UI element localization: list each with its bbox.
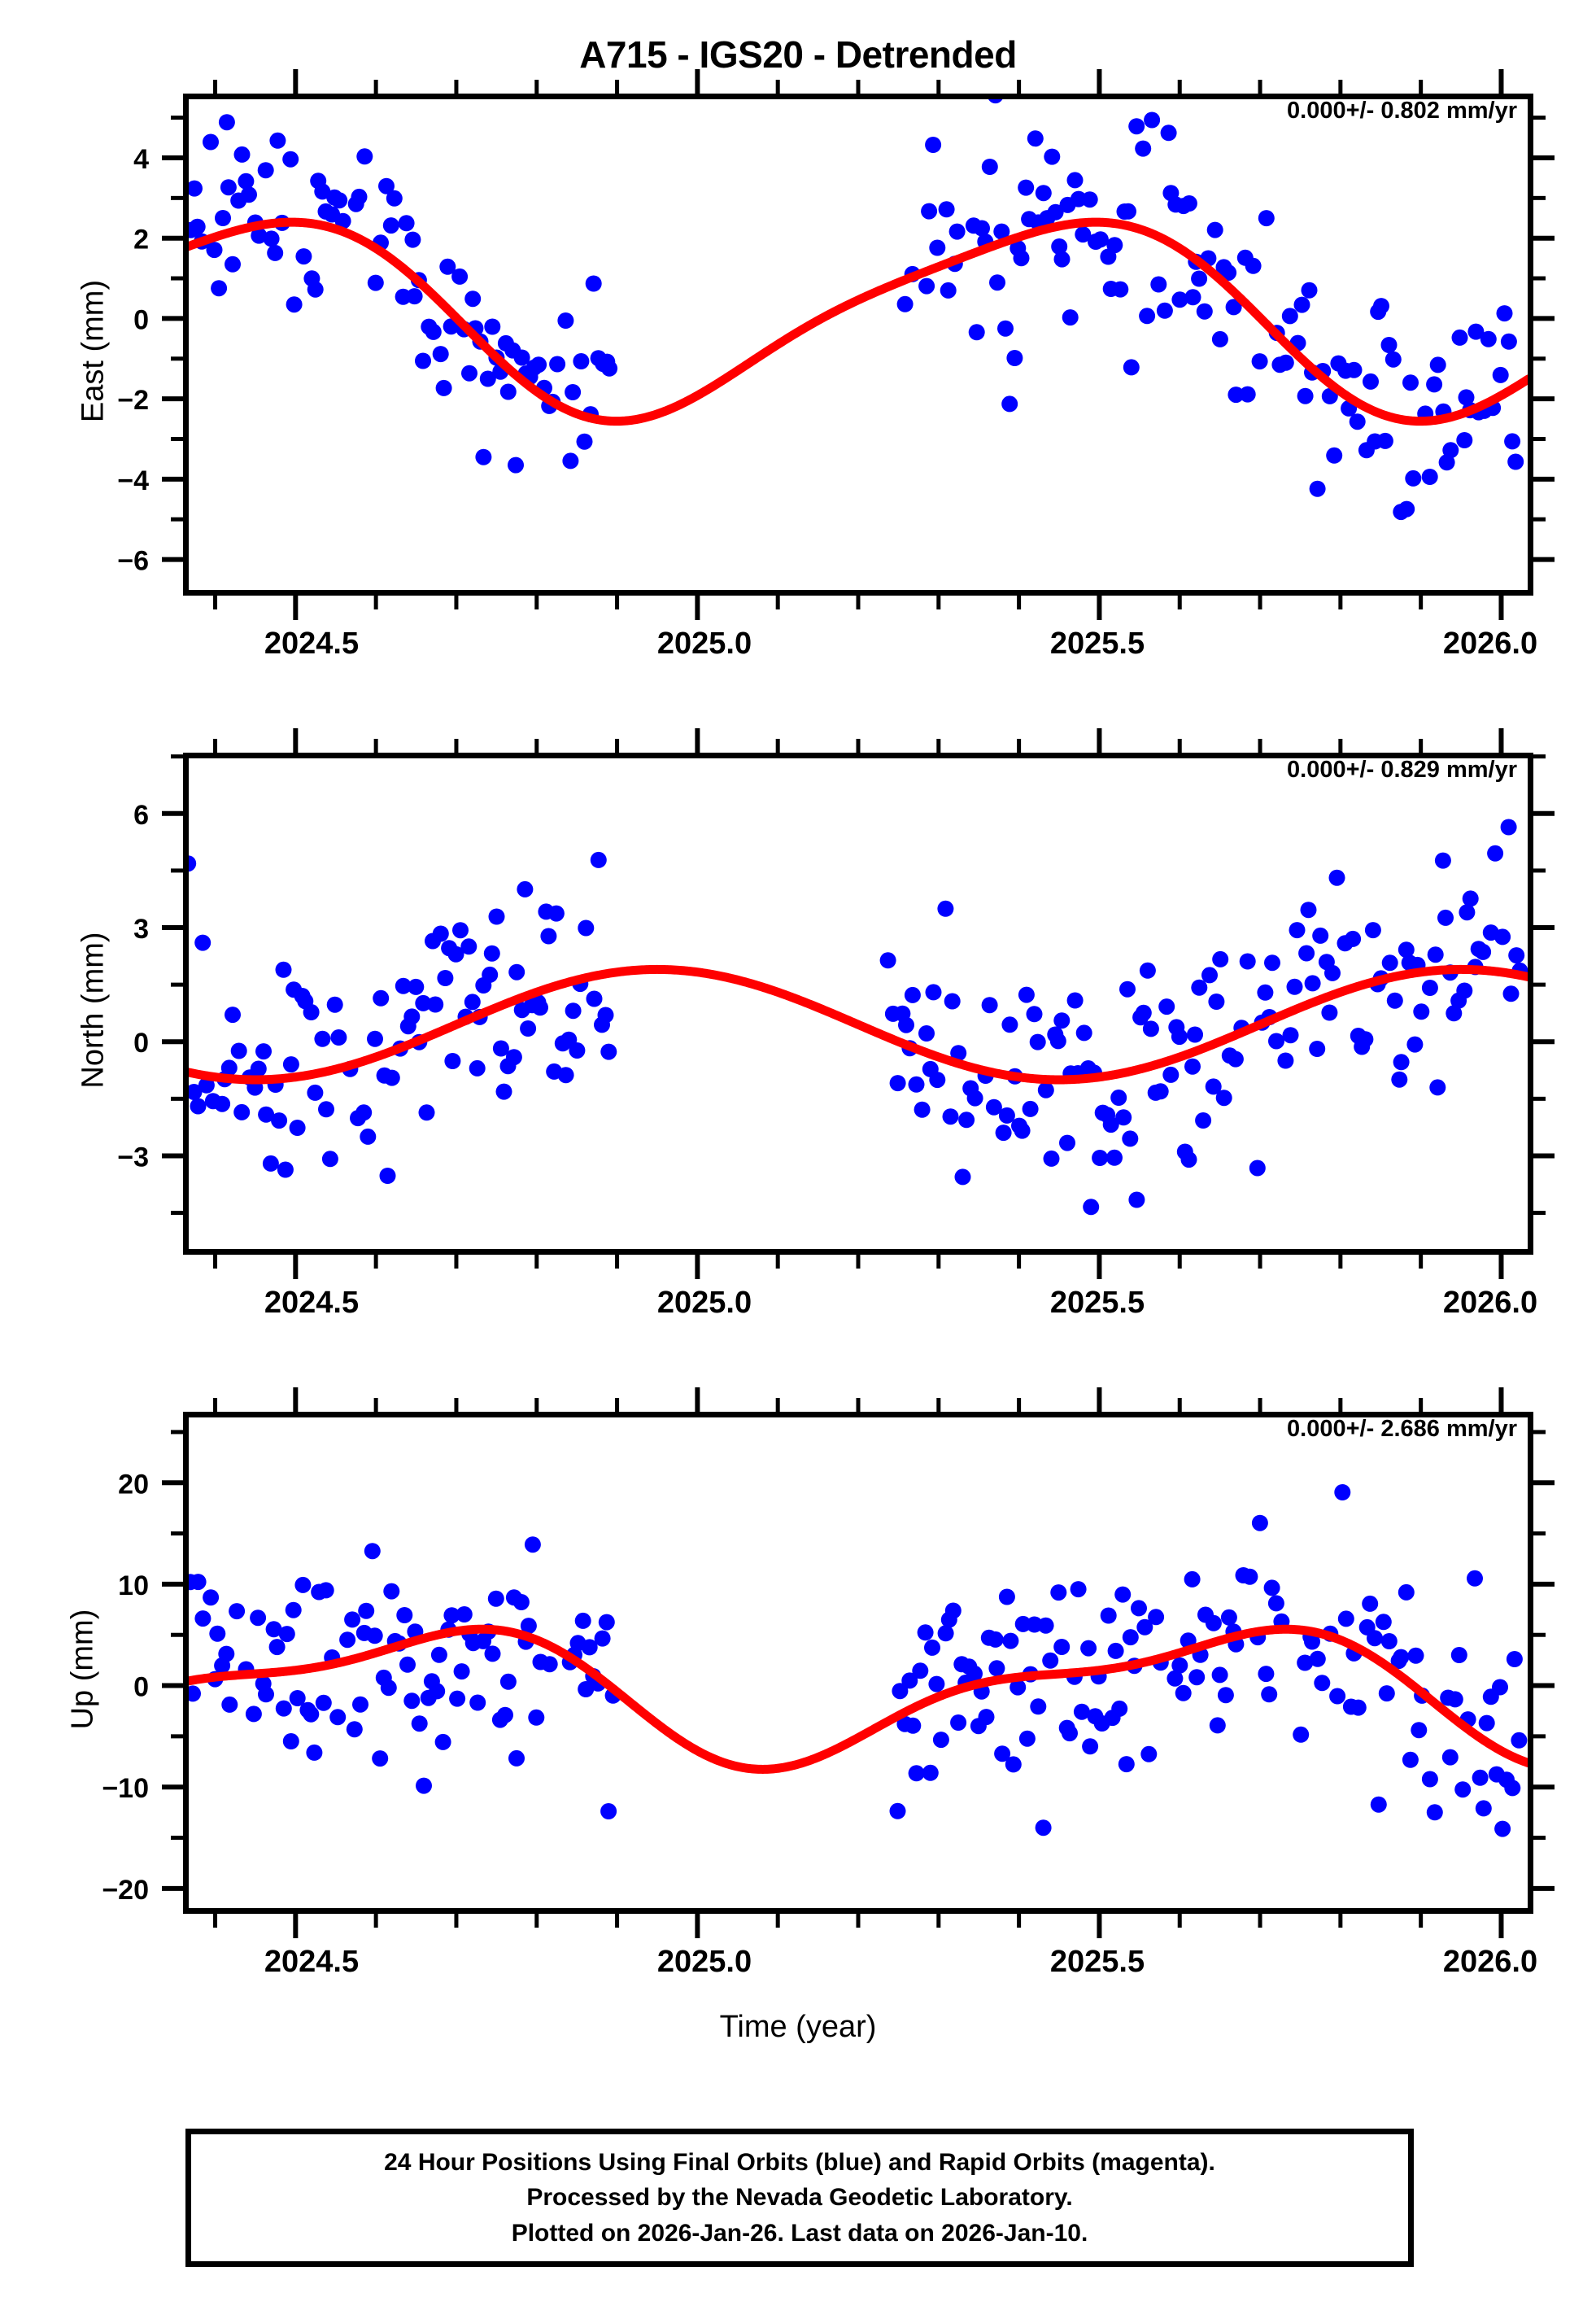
panel-east: 4 2 0 −2 −4 −6 [117, 69, 1555, 620]
plot-area-east: 4 2 0 −2 −4 −6 [117, 69, 1555, 620]
svg-text:20: 20 [118, 1469, 149, 1500]
xtick-north-1: 2025.0 [656, 1286, 752, 1320]
footer-caption-box: 24 Hour Positions Using Final Orbits (bl… [185, 2129, 1414, 2267]
panel-north: 6 3 0 −3 [117, 728, 1555, 1279]
footer-line-2: Processed by the Nevada Geodetic Laborat… [526, 2184, 1073, 2212]
xtick-north-3: 2026.0 [1442, 1286, 1538, 1320]
svg-text:3: 3 [133, 914, 149, 945]
xtick-up-1: 2025.0 [656, 1945, 752, 1979]
rate-annotation-north: 0.000+/- 0.829 mm/yr [1287, 757, 1517, 783]
xtick-up-2: 2025.5 [1049, 1945, 1145, 1979]
svg-text:−20: −20 [102, 1875, 149, 1906]
svg-text:0: 0 [133, 1028, 149, 1059]
xtick-north-0: 2024.5 [264, 1286, 360, 1320]
xtick-up-3: 2026.0 [1442, 1945, 1538, 1979]
svg-text:0: 0 [133, 1672, 149, 1703]
footer-line-3: Plotted on 2026-Jan-26. Last data on 202… [511, 2219, 1088, 2247]
xtick-east-1: 2025.0 [656, 627, 752, 661]
xtick-north-2: 2025.5 [1049, 1286, 1145, 1320]
rate-annotation-east: 0.000+/- 0.802 mm/yr [1287, 98, 1517, 124]
plot-area-north: 6 3 0 −3 [117, 728, 1555, 1279]
xtick-up-0: 2024.5 [264, 1945, 360, 1979]
svg-text:−2: −2 [117, 385, 149, 416]
svg-text:−6: −6 [117, 546, 149, 577]
rate-annotation-up: 0.000+/- 2.686 mm/yr [1287, 1416, 1517, 1442]
plot-area-up: 20 10 0 −10 −20 [102, 1387, 1555, 1938]
page-title: A715 - IGS20 - Detrended [579, 33, 1017, 76]
panel-up: 20 10 0 −10 −20 [102, 1387, 1555, 1938]
svg-text:10: 10 [118, 1570, 149, 1601]
svg-text:−10: −10 [102, 1773, 149, 1804]
axis-label-east: East (mm) [76, 279, 111, 423]
axis-label-north: North (mm) [76, 932, 111, 1089]
svg-text:−3: −3 [117, 1142, 149, 1173]
xtick-east-0: 2024.5 [264, 627, 360, 661]
xtick-east-2: 2025.5 [1049, 627, 1145, 661]
svg-text:6: 6 [133, 800, 149, 831]
svg-text:−4: −4 [117, 465, 149, 496]
svg-text:4: 4 [133, 144, 149, 175]
axis-label-up: Up (mm) [65, 1609, 100, 1730]
xtick-east-3: 2026.0 [1442, 627, 1538, 661]
svg-text:0: 0 [133, 304, 149, 335]
axis-label-time: Time (year) [719, 2010, 877, 2044]
svg-text:2: 2 [133, 225, 149, 255]
footer-line-1: 24 Hour Positions Using Final Orbits (bl… [384, 2148, 1215, 2176]
